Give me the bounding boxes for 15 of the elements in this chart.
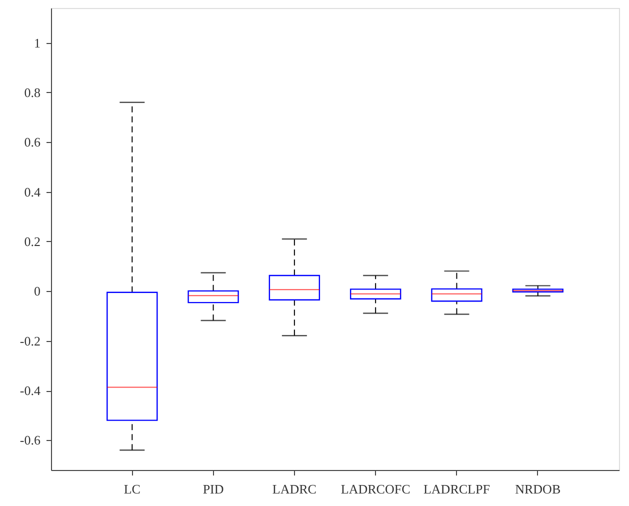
y-tick-label: 0 — [34, 284, 40, 299]
y-tick-label: 0.4 — [24, 184, 41, 200]
x-tick-label: LC — [124, 482, 140, 496]
y-tick-label: 1 — [34, 35, 40, 50]
y-tick-label: 0.6 — [24, 134, 41, 150]
x-tick-label: LADRCOFC — [340, 482, 410, 496]
y-tick-label: -0.2 — [20, 333, 40, 348]
y-tick-label: 0.2 — [24, 234, 40, 249]
x-tick-label: NRDOB — [515, 482, 561, 496]
x-tick-label: PID — [202, 482, 224, 496]
y-tick-label: -0.6 — [20, 432, 41, 448]
y-tick-label: -0.4 — [20, 383, 41, 398]
y-tick-label: 0.8 — [24, 84, 40, 100]
x-tick-label: LADRCLPF — [423, 482, 490, 496]
x-tick-label: LADRC — [272, 482, 316, 496]
